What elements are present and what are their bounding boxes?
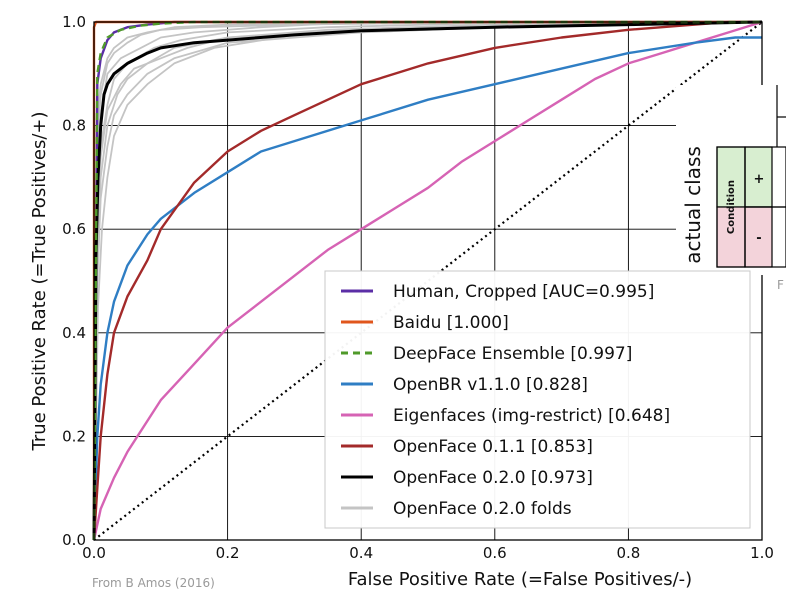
x-tick-label: 0.4: [349, 544, 373, 562]
fold-curve: [93, 21, 762, 541]
x-axis-label: False Positive Rate (=False Positives/-): [348, 569, 692, 590]
legend-label: OpenFace 0.2.0 folds: [393, 499, 572, 519]
y-tick-label: 0.6: [62, 220, 86, 238]
positive-sign: +: [754, 172, 765, 187]
x-tick-label: 0.2: [216, 544, 240, 562]
x-tick-label: 0.8: [616, 544, 640, 562]
y-tick-label: 0.8: [62, 117, 86, 135]
legend-box: [324, 270, 751, 529]
actual-class-label: actual class: [681, 146, 705, 264]
x-tick-label: 1.0: [750, 544, 774, 562]
y-tick-label: 0.0: [62, 531, 86, 549]
legend-label: Eigenfaces (img-restrict) [0.648]: [393, 406, 670, 426]
x-tick-labels: 0.0 0.2 0.4 0.6 0.8 1.0: [82, 544, 774, 562]
negative-sign: -: [756, 231, 761, 246]
series-line: [92, 20, 763, 541]
legend-label: Baidu [1.000]: [393, 313, 509, 333]
y-tick-label: 1.0: [62, 13, 86, 31]
condition-label: Condition: [726, 180, 737, 234]
y-tick-labels: 0.0 0.2 0.4 0.6 0.8 1.0: [62, 13, 86, 549]
series-curves: [92, 20, 763, 541]
y-tick-label: 0.4: [62, 324, 86, 342]
y-tick-label: 0.2: [62, 427, 86, 445]
legend-items: Human, Cropped [AUC=0.995] Baidu [1.000] D…: [341, 282, 670, 519]
legend: Human, Cropped [AUC=0.995] Baidu [1.000] D…: [324, 270, 751, 529]
legend-label: Human, Cropped [AUC=0.995]: [393, 282, 654, 302]
reference-line: [93, 21, 763, 541]
credit-text: From B Amos (2016): [92, 576, 215, 590]
series-line: [92, 20, 762, 541]
series-line: [92, 20, 762, 541]
plot-frame: [93, 21, 763, 541]
confusion-matrix-inset: actual class Condition + - F: [676, 85, 786, 292]
series-line: [92, 36, 762, 541]
legend-label: OpenBR v1.1.0 [0.828]: [393, 375, 588, 395]
legend-label: OpenFace 0.1.1 [0.853]: [393, 437, 593, 457]
reference-diagonal: [93, 21, 763, 541]
legend-label: OpenFace 0.2.0 [0.973]: [393, 468, 593, 488]
legend-label: DeepFace Ensemble [0.997]: [393, 344, 632, 364]
inset-partial-letter: F: [777, 278, 784, 292]
x-tick-label: 0.6: [483, 544, 507, 562]
y-axis-label: True Positive Rate (=True Positives/+): [29, 111, 50, 451]
x-tick-label: 0.0: [82, 544, 106, 562]
series-line: [92, 20, 763, 541]
